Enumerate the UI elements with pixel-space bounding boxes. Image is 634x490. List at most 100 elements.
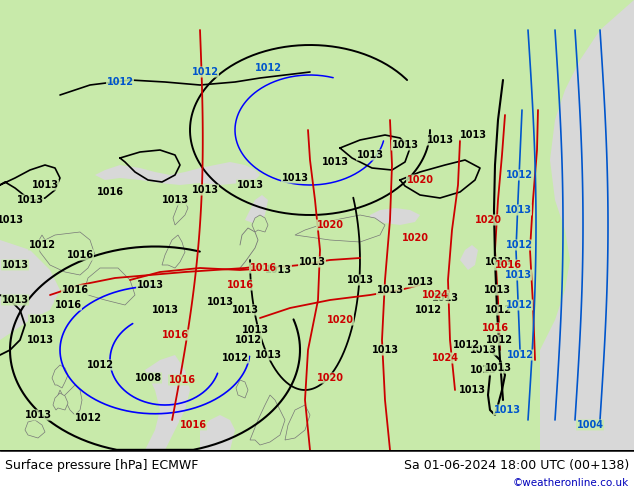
Text: 1016: 1016 (495, 260, 522, 270)
Text: 1016: 1016 (96, 187, 124, 197)
Polygon shape (200, 415, 235, 450)
Text: 1020: 1020 (406, 175, 434, 185)
Text: 1013: 1013 (377, 285, 403, 295)
Text: 1013: 1013 (321, 157, 349, 167)
Polygon shape (145, 355, 190, 450)
Text: 1012: 1012 (254, 63, 281, 73)
Polygon shape (540, 0, 634, 450)
Polygon shape (53, 393, 68, 410)
Text: 1012: 1012 (29, 240, 56, 250)
Text: 1012: 1012 (507, 350, 533, 360)
Text: 1013: 1013 (458, 385, 486, 395)
Text: 1016: 1016 (67, 250, 93, 260)
Text: 1013: 1013 (231, 305, 259, 315)
Polygon shape (85, 268, 135, 305)
Text: 1012: 1012 (86, 360, 113, 370)
Text: Sa 01-06-2024 18:00 UTC (00+138): Sa 01-06-2024 18:00 UTC (00+138) (404, 459, 629, 472)
Text: 1013: 1013 (347, 275, 373, 285)
Text: 1013: 1013 (236, 180, 264, 190)
Text: 1013: 1013 (484, 363, 512, 373)
Text: 1013: 1013 (427, 135, 453, 145)
Text: 1012: 1012 (505, 300, 533, 310)
Text: 1012: 1012 (235, 335, 261, 345)
Text: 1013: 1013 (470, 365, 496, 375)
Polygon shape (252, 215, 268, 232)
Text: 1013: 1013 (162, 195, 188, 205)
Text: 1012: 1012 (484, 305, 512, 315)
Text: 1013: 1013 (264, 265, 292, 275)
Text: 1024: 1024 (422, 290, 448, 300)
Text: 1013: 1013 (505, 205, 531, 215)
Text: 1020: 1020 (474, 215, 501, 225)
Text: 1013: 1013 (25, 410, 51, 420)
Text: ©weatheronline.co.uk: ©weatheronline.co.uk (513, 478, 629, 488)
Text: 1013: 1013 (392, 140, 418, 150)
Text: 1008: 1008 (134, 373, 162, 383)
Text: 1013: 1013 (299, 257, 325, 267)
Text: 1012: 1012 (486, 335, 512, 345)
Text: 1013: 1013 (32, 180, 58, 190)
Text: 1020: 1020 (316, 220, 344, 230)
Text: 1013: 1013 (372, 345, 399, 355)
Text: 1013: 1013 (484, 285, 510, 295)
Polygon shape (370, 208, 420, 225)
Polygon shape (0, 240, 60, 450)
Polygon shape (460, 245, 478, 270)
Polygon shape (236, 380, 248, 398)
Text: 1013: 1013 (191, 185, 219, 195)
Text: 1013: 1013 (281, 173, 309, 183)
Text: 1012: 1012 (505, 170, 533, 180)
Polygon shape (173, 202, 188, 225)
Text: 1013: 1013 (254, 350, 281, 360)
Text: 1012: 1012 (453, 340, 479, 350)
Polygon shape (25, 420, 45, 438)
Text: 1016: 1016 (169, 375, 195, 385)
Text: 1016: 1016 (61, 285, 89, 295)
Polygon shape (38, 232, 95, 275)
Text: 1016: 1016 (250, 263, 276, 273)
Text: 1012: 1012 (191, 67, 219, 77)
Polygon shape (162, 235, 185, 268)
Text: 1013: 1013 (1, 295, 29, 305)
Text: 1016: 1016 (226, 280, 254, 290)
Polygon shape (245, 195, 268, 225)
Text: 1013: 1013 (505, 270, 531, 280)
Text: 1016: 1016 (55, 300, 82, 310)
Text: 1013: 1013 (484, 257, 512, 267)
Text: 1013: 1013 (0, 215, 23, 225)
Polygon shape (58, 385, 82, 415)
Text: 1012: 1012 (75, 413, 101, 423)
Text: 1024: 1024 (432, 353, 458, 363)
Text: 1012: 1012 (415, 305, 441, 315)
Text: 1020: 1020 (316, 373, 344, 383)
Text: 1013: 1013 (493, 405, 521, 415)
Text: 1020: 1020 (327, 315, 354, 325)
Text: 1013: 1013 (1, 260, 29, 270)
Text: 1020: 1020 (401, 233, 429, 243)
Text: 1004: 1004 (576, 420, 604, 430)
Text: 1012: 1012 (107, 77, 134, 87)
Text: Surface pressure [hPa] ECMWF: Surface pressure [hPa] ECMWF (5, 459, 198, 472)
Polygon shape (285, 405, 310, 440)
Text: 1013: 1013 (406, 277, 434, 287)
Text: 1013: 1013 (207, 297, 233, 307)
Text: 1013: 1013 (242, 325, 269, 335)
Polygon shape (52, 365, 68, 388)
Polygon shape (590, 400, 634, 450)
Text: 1012: 1012 (221, 353, 249, 363)
Text: 1016: 1016 (162, 330, 188, 340)
Text: 1013: 1013 (432, 293, 458, 303)
Text: 1013: 1013 (27, 335, 53, 345)
Text: 1016: 1016 (179, 420, 207, 430)
Polygon shape (295, 215, 385, 242)
Text: 1012: 1012 (505, 240, 533, 250)
Text: 1013: 1013 (470, 345, 496, 355)
Text: 1013: 1013 (460, 130, 486, 140)
Text: 1013: 1013 (356, 150, 384, 160)
Text: 1013: 1013 (136, 280, 164, 290)
Text: 1013: 1013 (152, 305, 179, 315)
Text: 1016: 1016 (481, 323, 508, 333)
Polygon shape (95, 162, 260, 185)
Text: 1013: 1013 (16, 195, 44, 205)
Polygon shape (250, 395, 285, 445)
